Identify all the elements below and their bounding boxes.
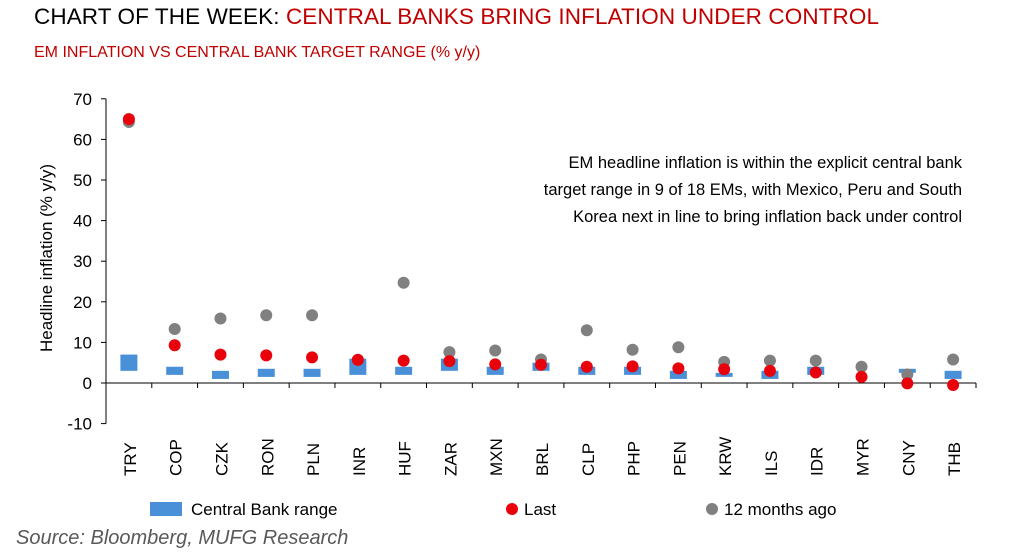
- annotation-line: EM headline inflation is within the expl…: [568, 154, 962, 172]
- y-tick-label: 70: [73, 90, 92, 109]
- y-tick-label: 0: [83, 374, 92, 393]
- prior-point: [443, 346, 456, 359]
- x-tick-label: THB: [945, 442, 964, 476]
- source-note: Source: Bloomberg, MUFG Research: [16, 527, 349, 549]
- prior-point: [809, 354, 822, 367]
- x-tick-label: TRY: [121, 442, 140, 476]
- prior-point: [260, 309, 273, 322]
- prior-point: [397, 276, 410, 289]
- prior-point: [580, 324, 593, 337]
- last-point: [763, 364, 776, 377]
- x-tick-label: CZK: [212, 441, 231, 476]
- x-tick-label: PLN: [304, 443, 323, 476]
- page-title: CHART OF THE WEEK: CENTRAL BANKS BRING I…: [34, 4, 879, 30]
- last-point: [168, 339, 181, 352]
- prior-point: [168, 323, 181, 336]
- last-point: [809, 366, 822, 379]
- prior-point: [947, 353, 960, 366]
- x-tick-label: COP: [167, 439, 186, 476]
- x-tick-label: BRL: [533, 443, 552, 476]
- prior-point: [626, 343, 639, 356]
- legend-label-last: Last: [524, 500, 556, 519]
- range-bar: [395, 366, 413, 375]
- last-point: [122, 113, 135, 126]
- last-point: [489, 358, 502, 371]
- x-tick-label: INR: [350, 447, 369, 476]
- x-tick-label: RON: [258, 438, 277, 476]
- range-bar: [486, 366, 504, 375]
- last-point: [306, 351, 319, 364]
- y-tick-label: 20: [73, 293, 92, 312]
- x-tick-label: PHP: [625, 441, 644, 476]
- last-point: [260, 349, 273, 362]
- x-tick-label: IDR: [808, 447, 827, 476]
- y-tick-label: 10: [73, 333, 92, 352]
- x-tick-label: MXN: [487, 438, 506, 476]
- prior-point: [489, 344, 502, 357]
- annotation-line: Korea next in line to bring inflation ba…: [573, 208, 962, 226]
- x-tick-label: CLP: [579, 443, 598, 476]
- last-point: [443, 355, 456, 368]
- prior-point: [306, 309, 319, 322]
- x-tick-label: HUF: [396, 441, 415, 476]
- annotation-line: target range in 9 of 18 EMs, with Mexico…: [543, 181, 962, 199]
- last-point: [626, 360, 639, 373]
- last-point: [214, 348, 227, 361]
- range-bar: [944, 370, 962, 379]
- last-point: [580, 360, 593, 373]
- y-tick-label: 30: [73, 252, 92, 271]
- y-axis-label: Headline inflation (% y/y): [37, 164, 56, 352]
- x-tick-label: ZAR: [441, 442, 460, 476]
- last-point: [672, 362, 685, 375]
- legend-swatch-last: [506, 503, 518, 515]
- last-point: [351, 353, 364, 366]
- x-tick-label: PEN: [670, 441, 689, 476]
- prior-point: [855, 360, 868, 373]
- chart-subtitle: EM INFLATION VS CENTRAL BANK TARGET RANG…: [34, 44, 481, 61]
- y-tick-label: -10: [67, 415, 92, 434]
- prior-point: [901, 368, 914, 381]
- title-prefix: CHART OF THE WEEK:: [34, 4, 286, 29]
- chart-annotation: EM headline inflation is within the expl…: [402, 150, 962, 231]
- x-tick-label: KRW: [716, 437, 735, 476]
- last-point: [947, 379, 960, 392]
- prior-point: [763, 354, 776, 367]
- last-point: [855, 370, 868, 383]
- range-bar: [166, 366, 184, 375]
- y-tick-label: 40: [73, 212, 92, 231]
- range-bar: [211, 370, 229, 379]
- legend-swatch-prior: [706, 503, 718, 515]
- x-tick-label: MYR: [854, 438, 873, 476]
- title-main: CENTRAL BANKS BRING INFLATION UNDER CONT…: [285, 4, 880, 29]
- x-tick-label: ILS: [762, 450, 781, 476]
- legend-label-range: Central Bank range: [191, 500, 337, 519]
- prior-point: [214, 312, 227, 325]
- y-tick-label: 60: [73, 130, 92, 149]
- range-bar: [303, 368, 321, 377]
- last-point: [397, 354, 410, 367]
- legend-label-prior: 12 months ago: [724, 500, 836, 519]
- y-tick-label: 50: [73, 171, 92, 190]
- legend-swatch-range: [150, 502, 182, 516]
- last-point: [901, 377, 914, 390]
- range-bar: [669, 370, 687, 379]
- range-bar: [257, 368, 275, 377]
- range-bar: [120, 354, 138, 371]
- last-point: [535, 358, 547, 371]
- prior-point: [672, 341, 685, 354]
- x-tick-label: CNY: [899, 440, 918, 476]
- last-point: [718, 363, 731, 376]
